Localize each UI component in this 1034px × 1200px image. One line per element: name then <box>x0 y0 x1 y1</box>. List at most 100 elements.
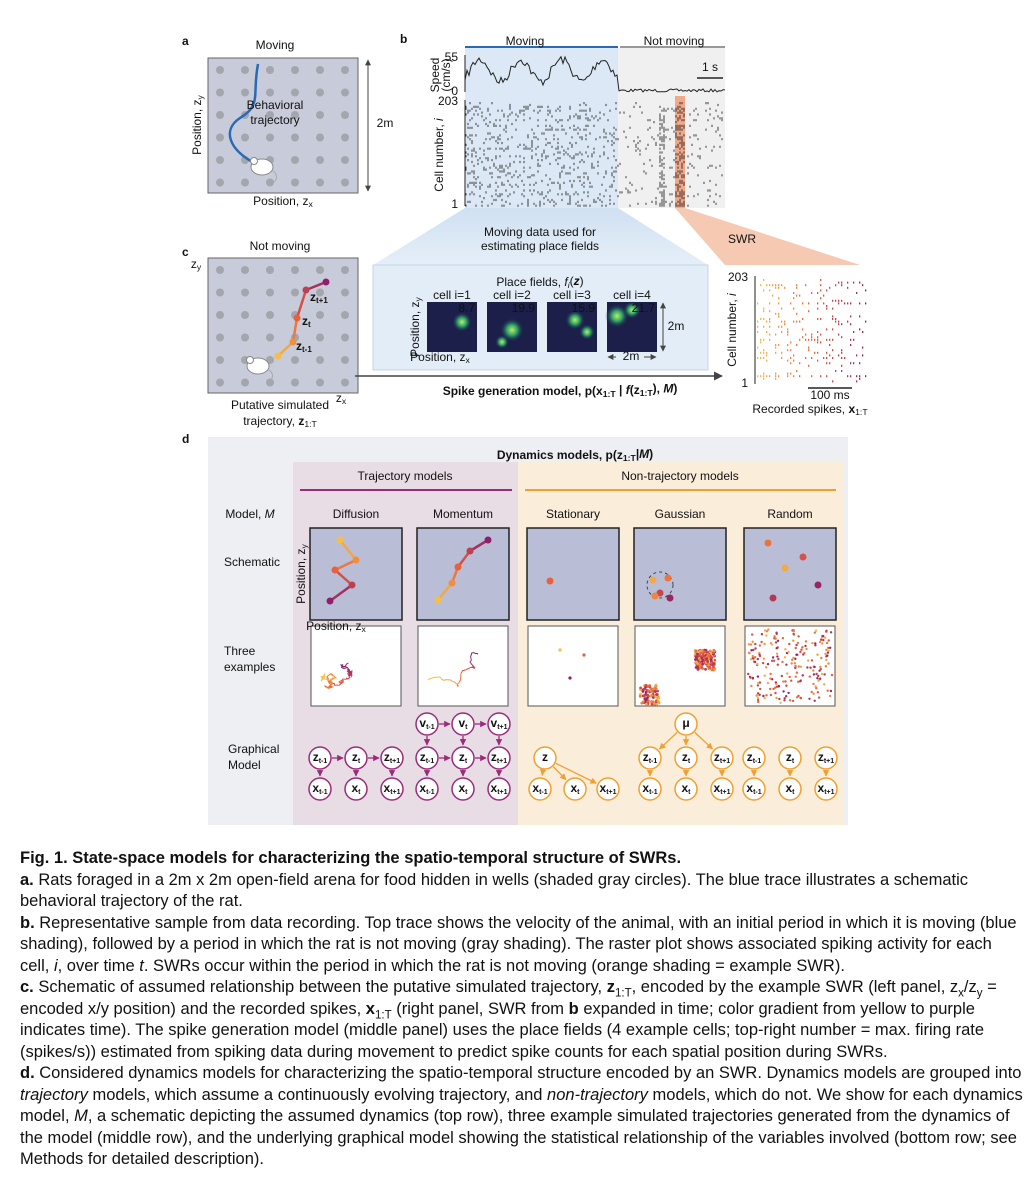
gm-node-label: vt+1 <box>491 716 508 731</box>
well <box>291 288 299 297</box>
node-letter: x <box>384 781 391 795</box>
well <box>266 66 274 74</box>
spike <box>823 294 825 297</box>
field-blob <box>452 312 472 332</box>
spike <box>859 377 861 380</box>
example-trajectory <box>340 662 351 671</box>
example-point <box>705 657 709 661</box>
spike <box>796 284 798 287</box>
panel-letter: d <box>182 432 189 446</box>
example-point <box>706 660 710 663</box>
spike <box>841 349 843 352</box>
y-axis-label-part: y <box>299 543 309 548</box>
example-point <box>650 700 653 704</box>
spike <box>832 380 834 383</box>
cell-axis-label-part: Cell number, <box>432 121 446 192</box>
spike <box>760 338 762 341</box>
spike <box>757 346 759 349</box>
example-point <box>806 666 809 669</box>
well <box>241 333 249 342</box>
spike <box>778 297 780 300</box>
spike <box>805 338 807 341</box>
examples <box>634 625 726 707</box>
example-point <box>794 646 797 650</box>
example-point <box>791 699 795 703</box>
spike <box>826 351 828 354</box>
example-point <box>821 642 824 645</box>
spike <box>856 292 858 294</box>
model-label-part: | <box>616 383 626 397</box>
example-point <box>822 634 825 638</box>
y-axis-label: Position, zy <box>408 296 423 356</box>
node-sub: t-1 <box>649 758 658 765</box>
example-point <box>785 663 788 666</box>
example-point <box>709 655 713 658</box>
axis-label: zx <box>336 391 347 406</box>
spike <box>793 375 795 378</box>
state-label: zt <box>302 314 311 329</box>
well <box>266 266 274 274</box>
place-field-title-part: f <box>564 275 569 289</box>
schematic-point <box>454 563 462 571</box>
spike <box>775 286 777 289</box>
gm-node-label: xt+1 <box>600 781 617 796</box>
example-point <box>782 690 785 693</box>
example-point <box>698 666 702 669</box>
example-point <box>827 639 830 642</box>
spike <box>835 318 837 320</box>
cell-tick: 1 <box>451 197 458 211</box>
example-point <box>823 673 826 676</box>
example-point <box>788 675 791 679</box>
spike <box>766 354 768 357</box>
caption: Fig. 1. State-space models for character… <box>20 848 1025 1171</box>
well <box>216 266 224 274</box>
node-sub: t+1 <box>390 758 400 765</box>
example-point <box>826 651 830 654</box>
gm-edge <box>694 731 714 750</box>
example-point <box>765 630 769 633</box>
spike <box>853 331 855 333</box>
example-point <box>825 629 828 632</box>
example-point <box>794 664 797 668</box>
node-letter: v <box>458 716 465 730</box>
well <box>291 88 299 97</box>
spike <box>847 281 849 284</box>
spike <box>781 307 783 310</box>
spike <box>799 320 801 323</box>
spike <box>841 357 843 359</box>
example-point <box>747 672 750 676</box>
spike <box>787 331 789 333</box>
caption-text: z <box>606 978 615 996</box>
example-point <box>776 639 780 642</box>
example-point <box>648 684 651 687</box>
spikes-label-part: 1:T <box>855 407 868 417</box>
gm-node <box>674 712 698 736</box>
spike <box>829 338 831 341</box>
node-sub: t+1 <box>720 758 730 765</box>
x-axis-label-part: x <box>466 355 471 365</box>
size-label: 2m <box>377 116 394 130</box>
spike <box>811 338 813 341</box>
example-point <box>756 675 760 678</box>
gaussian-range <box>646 571 674 599</box>
field-blob <box>623 301 641 319</box>
example-point <box>703 650 707 654</box>
spike <box>817 336 819 339</box>
schematic <box>526 527 620 621</box>
spike <box>808 349 810 352</box>
example-point <box>771 656 775 659</box>
schematic-step <box>339 539 357 561</box>
example-point <box>751 676 755 680</box>
example-point <box>656 689 659 693</box>
example-point <box>815 672 818 676</box>
spike <box>772 284 774 287</box>
example-point <box>792 630 796 633</box>
example-point <box>650 690 653 693</box>
gm-node <box>638 777 662 801</box>
example-point <box>758 644 762 647</box>
spike <box>775 372 777 375</box>
row-label: Three <box>224 644 256 658</box>
node-sub: t+1 <box>606 789 616 796</box>
example-point <box>751 654 754 658</box>
spike <box>841 323 843 326</box>
